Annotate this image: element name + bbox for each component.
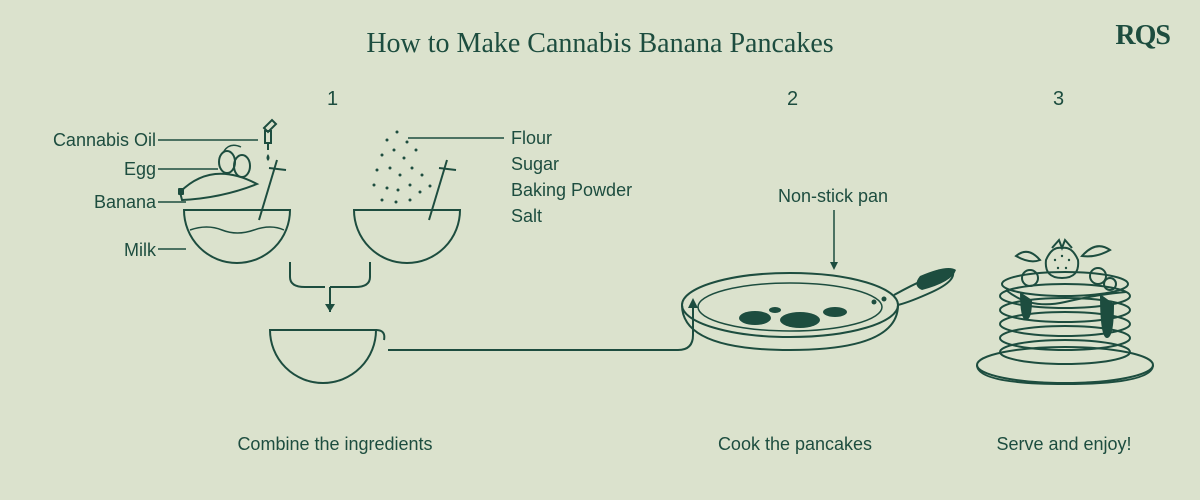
brand-logo: RQS <box>1115 20 1170 52</box>
step-number-3: 3 <box>1053 88 1064 111</box>
label-egg: Egg <box>124 159 156 180</box>
label-salt: Salt <box>511 206 542 227</box>
pancake-stack-icon <box>970 220 1160 400</box>
bowl-combined-icon <box>258 310 398 410</box>
connector-merge <box>280 262 380 322</box>
label-cannabis-oil: Cannabis Oil <box>53 130 156 151</box>
caption-step-1: Combine the ingredients <box>225 434 445 455</box>
pan-icon <box>660 250 960 390</box>
label-banana: Banana <box>94 192 156 213</box>
step-number-2: 2 <box>787 88 798 111</box>
page-title: How to Make Cannabis Banana Pancakes <box>0 28 1200 60</box>
step-number-1: 1 <box>327 88 338 111</box>
caption-step-2: Cook the pancakes <box>705 434 885 455</box>
leader-lines-left <box>158 130 278 270</box>
label-baking-powder: Baking Powder <box>511 180 632 201</box>
caption-step-3: Serve and enjoy! <box>989 434 1139 455</box>
label-milk: Milk <box>124 240 156 261</box>
label-sugar: Sugar <box>511 154 559 175</box>
label-non-stick-pan: Non-stick pan <box>778 186 888 207</box>
leader-lines-right <box>408 136 518 176</box>
